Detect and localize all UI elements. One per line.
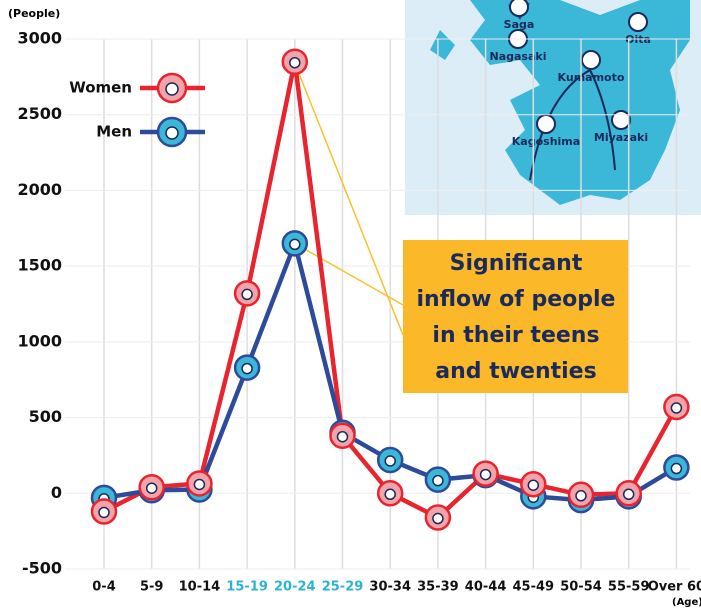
legend-label: Women: [69, 79, 132, 97]
x-tick-label: 50-54: [560, 580, 602, 595]
x-tick-label: 25-29: [322, 580, 364, 595]
map-label: Kumamoto: [558, 71, 625, 84]
y-tick-label: 0: [51, 483, 62, 502]
legend-face: [165, 82, 179, 96]
marker: [281, 48, 309, 75]
marker: [186, 470, 213, 497]
map-land: [470, 0, 690, 205]
connector: [293, 242, 404, 306]
map-arrows: [529, 68, 616, 181]
y-tick-label: 3000: [17, 29, 62, 48]
map-label: Kagoshima: [512, 135, 580, 148]
legend-face: [165, 126, 179, 140]
marker: [424, 504, 452, 531]
x-tick-label: 20-24: [274, 580, 316, 595]
y-tick-label: 1000: [17, 331, 62, 350]
map-label: Saga: [504, 18, 535, 31]
annotation-text: inflow of people: [417, 287, 616, 312]
y-tick-label: 1500: [17, 256, 62, 275]
marker-face: [622, 488, 635, 501]
legend-label: Men: [96, 123, 132, 141]
marker: [281, 230, 309, 257]
connector: [293, 60, 404, 336]
map-label: Miyazaki: [594, 131, 648, 144]
x-axis-label: (Age): [672, 597, 701, 608]
map-island: [430, 30, 455, 60]
map-marker: [536, 114, 556, 134]
marker-face: [384, 488, 396, 501]
x-tick-label: 55-59: [608, 580, 650, 595]
annotation-box: [403, 240, 628, 393]
x-tick-label: 10-14: [179, 580, 221, 595]
x-tick-label: 40-44: [465, 580, 507, 595]
marker-face: [98, 506, 110, 519]
marker: [615, 480, 642, 507]
marker-face: [241, 362, 253, 375]
marker: [90, 498, 118, 525]
marker: [376, 446, 404, 474]
map-marker: [581, 50, 601, 70]
map-label: Nagasaki: [490, 50, 547, 63]
marker-face: [241, 288, 253, 301]
y-tick-label: 500: [29, 407, 62, 426]
marker-face: [670, 402, 683, 414]
annotation-text: and twenties: [435, 359, 596, 384]
y-tick-label: 2500: [17, 104, 62, 123]
marker-face: [670, 462, 683, 475]
marker: [520, 470, 547, 498]
annotation-text: in their teens: [432, 323, 599, 348]
x-tick-label: 30-34: [369, 580, 411, 595]
x-tick-label: Over 60: [648, 580, 701, 595]
marker-face: [432, 474, 444, 487]
marker: [567, 481, 595, 509]
map-marker: [509, 0, 529, 17]
marker-face: [336, 430, 349, 443]
map-marker: [628, 12, 648, 32]
map-marker: [611, 110, 631, 130]
marker-face: [479, 468, 492, 481]
marker-face: [384, 455, 396, 467]
x-tick-label: 0-4: [92, 580, 116, 595]
x-tick-label: 5-9: [140, 580, 164, 595]
marker: [663, 393, 690, 421]
y-tick-label: -500: [22, 559, 62, 578]
marker: [329, 422, 356, 449]
marker: [472, 460, 499, 487]
marker-face: [289, 238, 301, 251]
legend-marker: [156, 116, 188, 148]
marker-face: [432, 512, 444, 525]
legend-marker: [156, 72, 188, 104]
marker: [233, 354, 261, 381]
x-tick-label: 15-19: [226, 580, 268, 595]
marker: [138, 473, 165, 501]
marker-face: [527, 479, 540, 491]
marker-face: [289, 56, 301, 69]
marker: [233, 280, 261, 307]
annotation-text: Significant: [450, 251, 583, 276]
marker: [376, 480, 404, 507]
y-tick-label: 2000: [17, 180, 62, 199]
y-axis-label: (People): [8, 7, 60, 20]
marker: [663, 454, 690, 481]
marker-face: [193, 478, 206, 491]
x-tick-label: 35-39: [417, 580, 459, 595]
marker: [424, 466, 452, 493]
marker-face: [575, 490, 587, 502]
marker-face: [145, 482, 158, 494]
x-tick-label: 45-49: [513, 580, 555, 595]
